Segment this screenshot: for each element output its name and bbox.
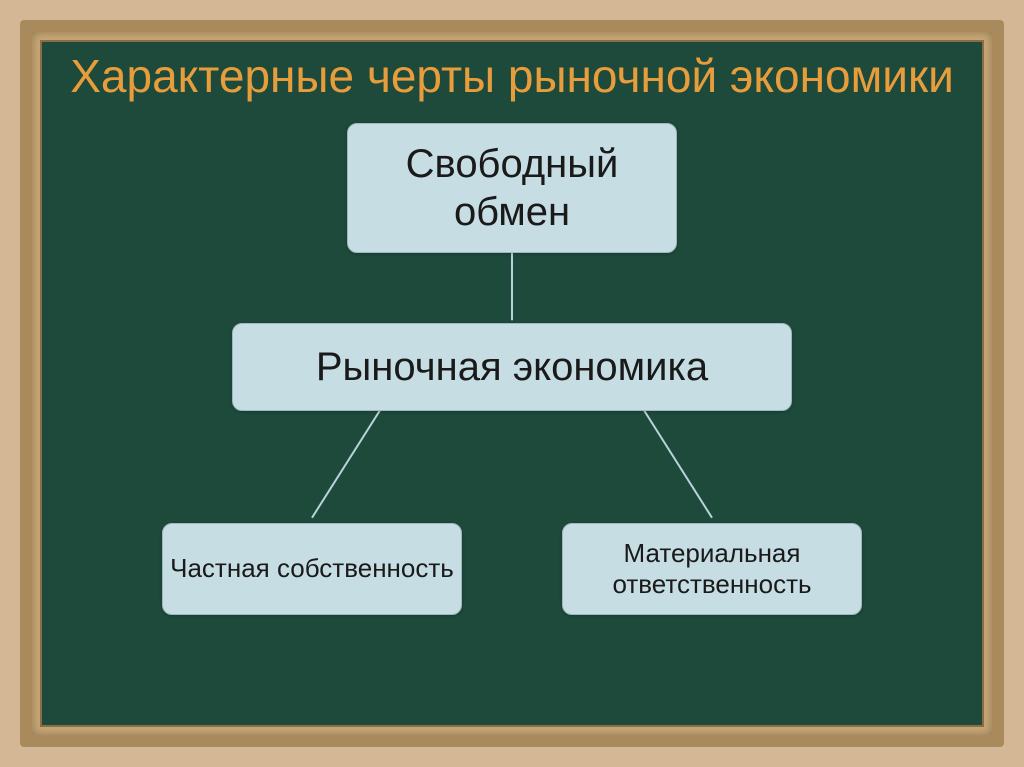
edge-1-2 — [312, 407, 382, 518]
slide-title: Характерные черты рыночной экономики — [42, 42, 982, 103]
node-label: Материальная ответственность — [563, 538, 861, 600]
edge-1-3 — [642, 407, 712, 518]
hierarchy-diagram: Свободный обмен Рыночная экономика Частн… — [42, 103, 982, 656]
node-private-property: Частная собственность — [162, 523, 462, 615]
wooden-frame: Характерные черты рыночной экономики Сво… — [20, 20, 1004, 747]
node-label: Свободный обмен — [348, 140, 676, 236]
node-label: Рыночная экономика — [316, 343, 708, 391]
presentation-frame: Характерные черты рыночной экономики Сво… — [0, 0, 1024, 767]
node-free-exchange: Свободный обмен — [347, 123, 677, 253]
chalkboard: Характерные черты рыночной экономики Сво… — [40, 40, 984, 727]
node-material-liability: Материальная ответственность — [562, 523, 862, 615]
node-label: Частная собственность — [170, 553, 454, 584]
node-market-economy: Рыночная экономика — [232, 323, 792, 411]
